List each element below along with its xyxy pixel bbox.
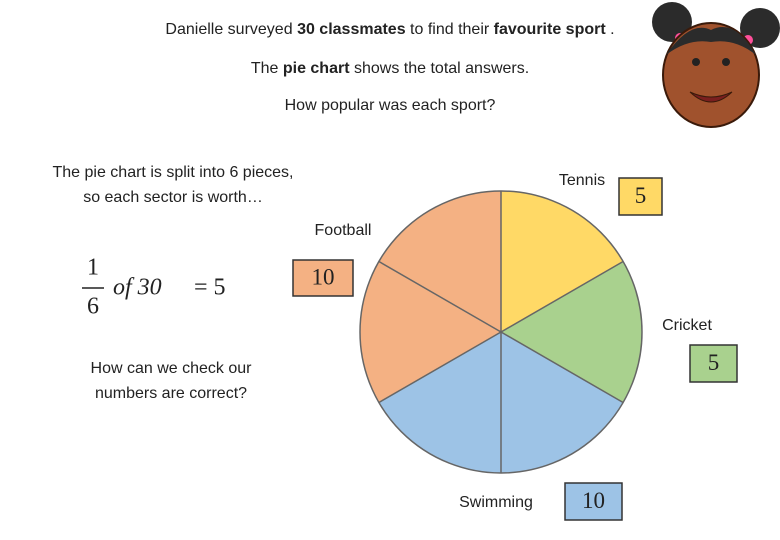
- sector-divider: [500, 331, 624, 404]
- denominator: 6: [87, 294, 99, 320]
- calc-result: = 5: [194, 275, 226, 301]
- intro-line: Danielle surveyed 30 classmates to find …: [165, 21, 614, 38]
- pie-sector: [501, 261, 642, 403]
- note: The pie chart is split into 6 pieces,: [52, 164, 293, 181]
- sector-label: Swimming: [459, 494, 533, 511]
- answer-value: 10: [312, 264, 335, 289]
- text: .: [610, 21, 614, 38]
- text: to find their: [410, 21, 490, 38]
- answer-box: [564, 482, 623, 521]
- pie-sector: [501, 191, 624, 332]
- answer-value: 10: [582, 488, 605, 513]
- text: 30 classmates: [297, 21, 406, 38]
- pie-sector: [359, 191, 501, 403]
- sector-label: Football: [315, 222, 372, 239]
- sector-label: Cricket: [662, 317, 712, 334]
- sector-divider: [378, 260, 502, 333]
- sector-divider: [500, 260, 624, 333]
- text: pie chart: [283, 60, 350, 77]
- numerator: 1: [87, 255, 99, 281]
- sector-divider: [378, 331, 502, 404]
- text: Danielle surveyed: [165, 21, 292, 38]
- question: numbers are correct?: [95, 385, 247, 402]
- answer-box: [618, 177, 663, 216]
- answer-box: [689, 344, 738, 383]
- pie-outline: [359, 190, 643, 474]
- text: The: [251, 60, 279, 77]
- text: shows the total answers.: [354, 60, 529, 77]
- answer-value: 5: [635, 183, 647, 208]
- answer-box: [292, 259, 354, 297]
- sector-label: Tennis: [559, 172, 605, 189]
- text: favourite sport: [494, 21, 607, 38]
- note: so each sector is worth…: [83, 189, 263, 206]
- girl-illustration: [652, 2, 780, 128]
- question: How can we check our: [91, 360, 253, 377]
- calc-text: of 30: [113, 275, 162, 301]
- answer-value: 5: [708, 350, 720, 375]
- intro-line: How popular was each sport?: [285, 97, 496, 114]
- intro-line: The pie chart shows the total answers.: [251, 60, 529, 77]
